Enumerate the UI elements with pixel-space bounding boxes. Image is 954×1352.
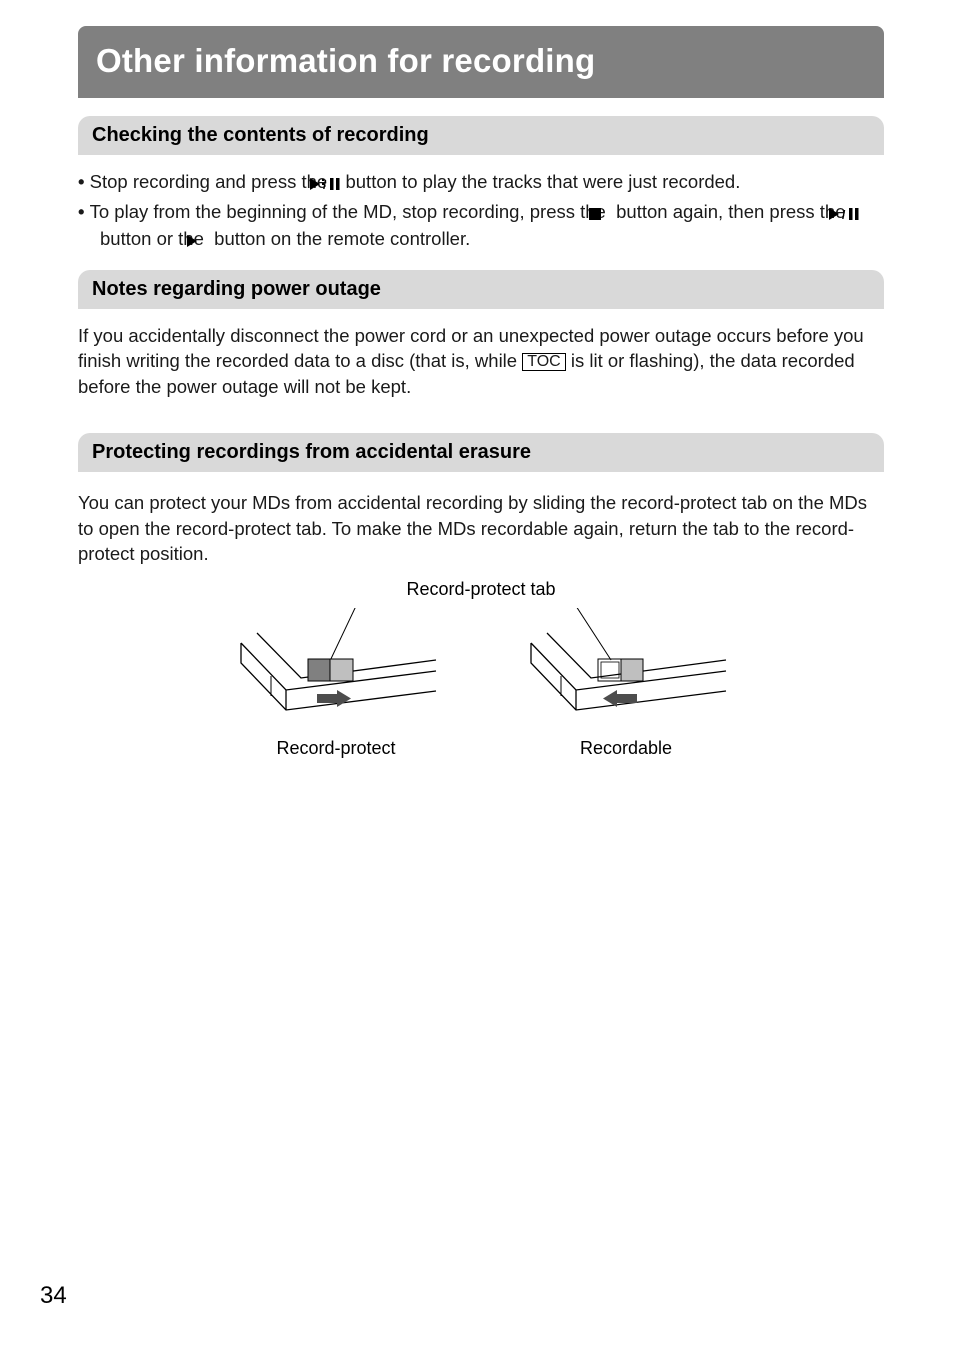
page-title-banner: Other information for recording: [78, 26, 884, 98]
md-recordable-svg: [511, 608, 741, 728]
diagram-right-col: Recordable: [511, 608, 741, 759]
subheading-checking: Checking the contents of recording: [78, 116, 884, 155]
bullet-text: button again, then press the: [611, 201, 851, 222]
toc-indicator: TOC: [522, 353, 565, 371]
page-number: 34: [40, 1282, 67, 1310]
manual-page: Other information for recording Checking…: [0, 0, 954, 759]
subheading-checking-text: Checking the contents of recording: [92, 124, 429, 146]
md-protect-svg: [221, 608, 451, 728]
diagram-row: Record-protect: [78, 608, 884, 759]
subheading-outage-text: Notes regarding power outage: [92, 278, 381, 300]
checking-bullets: Stop recording and press the / button to…: [78, 169, 884, 254]
diagram-title: Record-protect tab: [78, 579, 884, 600]
diagram-caption-right: Recordable: [580, 738, 672, 759]
subheading-protect-text: Protecting recordings from accidental er…: [92, 441, 531, 463]
svg-text:/: /: [842, 208, 846, 220]
diagram-caption-left: Record-protect: [276, 738, 395, 759]
bullet-text: Stop recording and press the: [90, 171, 333, 192]
bullet-item: To play from the beginning of the MD, st…: [78, 199, 884, 254]
subheading-outage: Notes regarding power outage: [78, 270, 884, 309]
record-protect-diagram: Record-protect tab: [78, 579, 884, 759]
bullet-text: button on the remote controller.: [209, 228, 470, 249]
page-title-text: Other information for recording: [96, 42, 595, 79]
bullet-text: To play from the beginning of the MD, st…: [90, 201, 611, 222]
bullet-text: button to play the tracks that were just…: [340, 171, 740, 192]
play-pause-icon: /: [851, 201, 859, 227]
diagram-left-col: Record-protect: [221, 608, 451, 759]
outage-paragraph: If you accidentally disconnect the power…: [78, 323, 884, 400]
subheading-protect: Protecting recordings from accidental er…: [78, 433, 884, 472]
svg-text:/: /: [323, 178, 327, 190]
bullet-item: Stop recording and press the / button to…: [78, 169, 884, 197]
protect-paragraph: You can protect your MDs from accidental…: [78, 490, 884, 567]
